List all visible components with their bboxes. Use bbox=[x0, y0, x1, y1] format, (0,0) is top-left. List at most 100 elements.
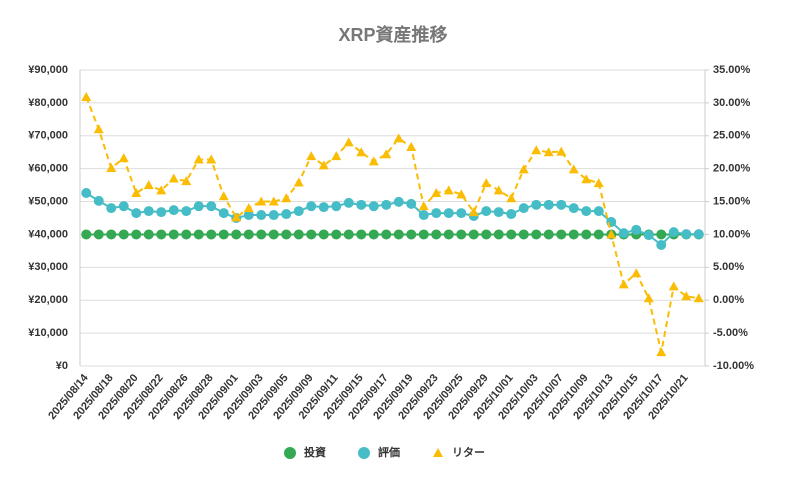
data-point bbox=[656, 347, 667, 357]
data-point bbox=[656, 239, 667, 250]
data-point bbox=[268, 196, 279, 206]
y2-tick-label: -5.00% bbox=[713, 327, 748, 339]
data-point bbox=[581, 174, 592, 184]
data-point bbox=[456, 229, 467, 240]
data-point bbox=[556, 229, 567, 240]
data-point bbox=[443, 208, 454, 219]
data-point bbox=[281, 209, 292, 220]
data-point bbox=[418, 229, 429, 240]
data-point bbox=[631, 224, 642, 235]
data-point bbox=[618, 279, 629, 289]
data-point bbox=[93, 124, 104, 134]
data-point bbox=[118, 201, 129, 212]
data-point bbox=[318, 202, 329, 213]
y-tick-label: ¥40,000 bbox=[28, 228, 68, 240]
data-point bbox=[268, 229, 279, 240]
data-point bbox=[218, 229, 229, 240]
y-tick-label: ¥10,000 bbox=[28, 327, 68, 339]
data-point bbox=[556, 199, 567, 210]
data-point bbox=[393, 229, 404, 240]
y-tick-label: ¥50,000 bbox=[28, 195, 68, 207]
data-point bbox=[681, 229, 692, 240]
data-point bbox=[481, 206, 492, 217]
data-point bbox=[381, 229, 392, 240]
data-point bbox=[218, 208, 229, 219]
data-point bbox=[343, 229, 354, 240]
series-line bbox=[85, 192, 699, 247]
data-point bbox=[168, 173, 179, 183]
data-point bbox=[356, 199, 367, 210]
legend-label: リター bbox=[452, 446, 485, 459]
data-point bbox=[431, 208, 442, 219]
data-point bbox=[406, 229, 417, 240]
data-point bbox=[231, 229, 242, 240]
data-point bbox=[306, 151, 317, 161]
data-point bbox=[181, 229, 192, 240]
data-point bbox=[481, 178, 492, 188]
data-point bbox=[331, 151, 342, 161]
data-point bbox=[656, 229, 667, 240]
data-point bbox=[568, 203, 579, 214]
data-point bbox=[606, 216, 617, 227]
data-point bbox=[218, 191, 229, 201]
data-point bbox=[331, 201, 342, 212]
data-point bbox=[393, 133, 404, 143]
data-point bbox=[193, 201, 204, 212]
y2-tick-label: 15.00% bbox=[713, 195, 751, 207]
data-point bbox=[268, 210, 279, 221]
data-point bbox=[106, 163, 117, 173]
y-tick-label: ¥90,000 bbox=[28, 64, 68, 76]
data-point bbox=[593, 178, 604, 188]
data-point bbox=[168, 229, 179, 240]
data-point bbox=[81, 229, 92, 240]
data-point bbox=[156, 185, 167, 195]
data-point bbox=[156, 229, 167, 240]
data-point bbox=[643, 293, 654, 303]
y-tick-label: ¥60,000 bbox=[28, 163, 68, 175]
data-point bbox=[518, 203, 529, 214]
data-point bbox=[256, 196, 267, 206]
data-point bbox=[181, 206, 192, 217]
y2-tick-label: -10.00% bbox=[713, 360, 754, 372]
data-point bbox=[131, 188, 142, 198]
data-point bbox=[143, 229, 154, 240]
data-point bbox=[143, 206, 154, 217]
data-point bbox=[493, 207, 504, 218]
data-point bbox=[393, 196, 404, 207]
data-point bbox=[493, 229, 504, 240]
data-point bbox=[418, 201, 429, 211]
data-point bbox=[418, 210, 429, 221]
y2-tick-label: 20.00% bbox=[713, 163, 751, 175]
data-point bbox=[206, 201, 217, 212]
data-point bbox=[368, 201, 379, 212]
data-point bbox=[506, 193, 517, 203]
data-point bbox=[443, 185, 454, 195]
data-point bbox=[281, 193, 292, 203]
legend-item: リター bbox=[433, 446, 485, 459]
data-point bbox=[643, 230, 654, 241]
data-point bbox=[543, 147, 554, 157]
data-point bbox=[293, 206, 304, 217]
data-point bbox=[456, 208, 467, 219]
y-tick-label: ¥70,000 bbox=[28, 130, 68, 142]
data-point bbox=[668, 227, 679, 238]
y2-tick-label: 35.00% bbox=[713, 64, 751, 76]
legend-item: 投資 bbox=[284, 445, 326, 459]
data-point bbox=[681, 291, 692, 301]
data-point bbox=[206, 229, 217, 240]
data-point bbox=[306, 201, 317, 212]
legend-marker bbox=[358, 447, 370, 459]
data-point bbox=[193, 154, 204, 164]
y-tick-label: ¥30,000 bbox=[28, 261, 68, 273]
data-point bbox=[168, 205, 179, 216]
data-point bbox=[581, 206, 592, 217]
data-point bbox=[143, 180, 154, 190]
data-point bbox=[281, 229, 292, 240]
data-point bbox=[181, 176, 192, 186]
data-point bbox=[193, 229, 204, 240]
data-point bbox=[106, 229, 117, 240]
data-point bbox=[406, 141, 417, 151]
data-point bbox=[668, 281, 679, 291]
chart-title: XRP資産推移 bbox=[338, 24, 447, 45]
data-point bbox=[368, 156, 379, 166]
